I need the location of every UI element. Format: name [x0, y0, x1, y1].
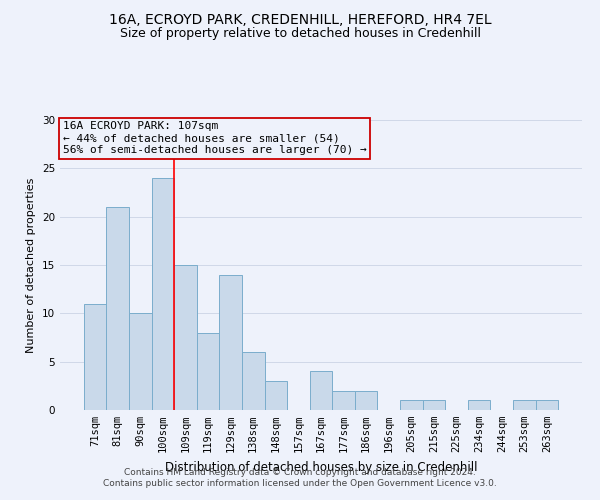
- Bar: [84, 304, 106, 410]
- Bar: [536, 400, 558, 410]
- Bar: [174, 265, 197, 410]
- Text: 16A ECROYD PARK: 107sqm
← 44% of detached houses are smaller (54)
56% of semi-de: 16A ECROYD PARK: 107sqm ← 44% of detache…: [62, 122, 367, 154]
- Bar: [513, 400, 536, 410]
- Bar: [152, 178, 174, 410]
- Bar: [265, 381, 287, 410]
- X-axis label: Distribution of detached houses by size in Credenhill: Distribution of detached houses by size …: [165, 460, 477, 473]
- Bar: [106, 207, 129, 410]
- Bar: [310, 372, 332, 410]
- Text: Contains HM Land Registry data © Crown copyright and database right 2024.
Contai: Contains HM Land Registry data © Crown c…: [103, 468, 497, 487]
- Bar: [220, 274, 242, 410]
- Bar: [197, 332, 220, 410]
- Bar: [129, 314, 152, 410]
- Y-axis label: Number of detached properties: Number of detached properties: [26, 178, 37, 352]
- Bar: [468, 400, 490, 410]
- Bar: [332, 390, 355, 410]
- Bar: [242, 352, 265, 410]
- Bar: [422, 400, 445, 410]
- Text: 16A, ECROYD PARK, CREDENHILL, HEREFORD, HR4 7EL: 16A, ECROYD PARK, CREDENHILL, HEREFORD, …: [109, 12, 491, 26]
- Bar: [355, 390, 377, 410]
- Text: Size of property relative to detached houses in Credenhill: Size of property relative to detached ho…: [119, 28, 481, 40]
- Bar: [400, 400, 422, 410]
